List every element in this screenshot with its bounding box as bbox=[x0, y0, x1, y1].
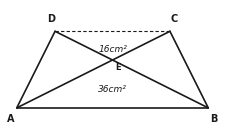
Text: 36cm²: 36cm² bbox=[98, 85, 127, 94]
Text: B: B bbox=[210, 114, 218, 124]
Text: E: E bbox=[115, 63, 121, 72]
Text: A: A bbox=[7, 114, 15, 124]
Text: C: C bbox=[170, 14, 177, 24]
Text: 16cm²: 16cm² bbox=[98, 45, 127, 54]
Text: D: D bbox=[47, 14, 55, 24]
